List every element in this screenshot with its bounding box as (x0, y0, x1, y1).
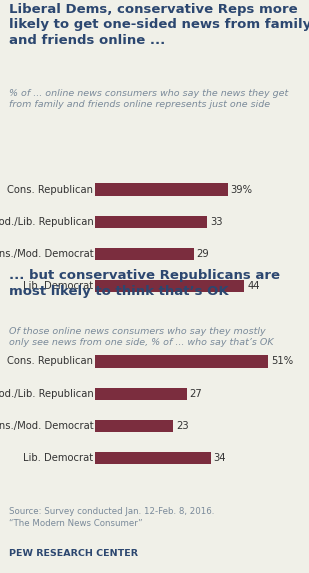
Bar (95, 387, 187, 400)
Text: Source: Survey conducted Jan. 12-Feb. 8, 2016.
“The Modern News Consumer”: Source: Survey conducted Jan. 12-Feb. 8,… (9, 507, 215, 528)
Text: 51%: 51% (271, 356, 293, 367)
Text: Mod./Lib. Republican: Mod./Lib. Republican (0, 217, 93, 227)
Text: PEW RESEARCH CENTER: PEW RESEARCH CENTER (9, 549, 138, 558)
Bar (95, 280, 244, 292)
Text: ... but conservative Republicans are
most likely to think that’s OK: ... but conservative Republicans are mos… (9, 269, 280, 298)
Text: Cons. Republican: Cons. Republican (7, 185, 93, 195)
Text: Lib. Democrat: Lib. Democrat (23, 281, 93, 291)
Bar (95, 419, 173, 432)
Bar (95, 183, 227, 196)
Text: Of those online news consumers who say they mostly
only see news from one side, : Of those online news consumers who say t… (9, 327, 274, 347)
Text: Liberal Dems, conservative Reps more
likely to get one-sided news from family
an: Liberal Dems, conservative Reps more lik… (9, 3, 309, 47)
Text: 33: 33 (210, 217, 222, 227)
Text: Cons./Mod. Democrat: Cons./Mod. Democrat (0, 249, 93, 259)
Text: 23: 23 (176, 421, 188, 431)
Text: Cons. Republican: Cons. Republican (7, 356, 93, 367)
Text: 29: 29 (196, 249, 209, 259)
Bar (95, 355, 268, 368)
Text: 44: 44 (247, 281, 260, 291)
Bar (95, 215, 207, 228)
Text: 34: 34 (213, 453, 226, 463)
Text: 39%: 39% (230, 185, 252, 195)
Bar (95, 452, 210, 464)
Text: Mod./Lib. Republican: Mod./Lib. Republican (0, 388, 93, 399)
Text: Cons./Mod. Democrat: Cons./Mod. Democrat (0, 421, 93, 431)
Text: % of ... online news consumers who say the news they get
from family and friends: % of ... online news consumers who say t… (9, 89, 289, 109)
Text: 27: 27 (189, 388, 202, 399)
Text: Lib. Democrat: Lib. Democrat (23, 453, 93, 463)
Bar (95, 248, 193, 260)
